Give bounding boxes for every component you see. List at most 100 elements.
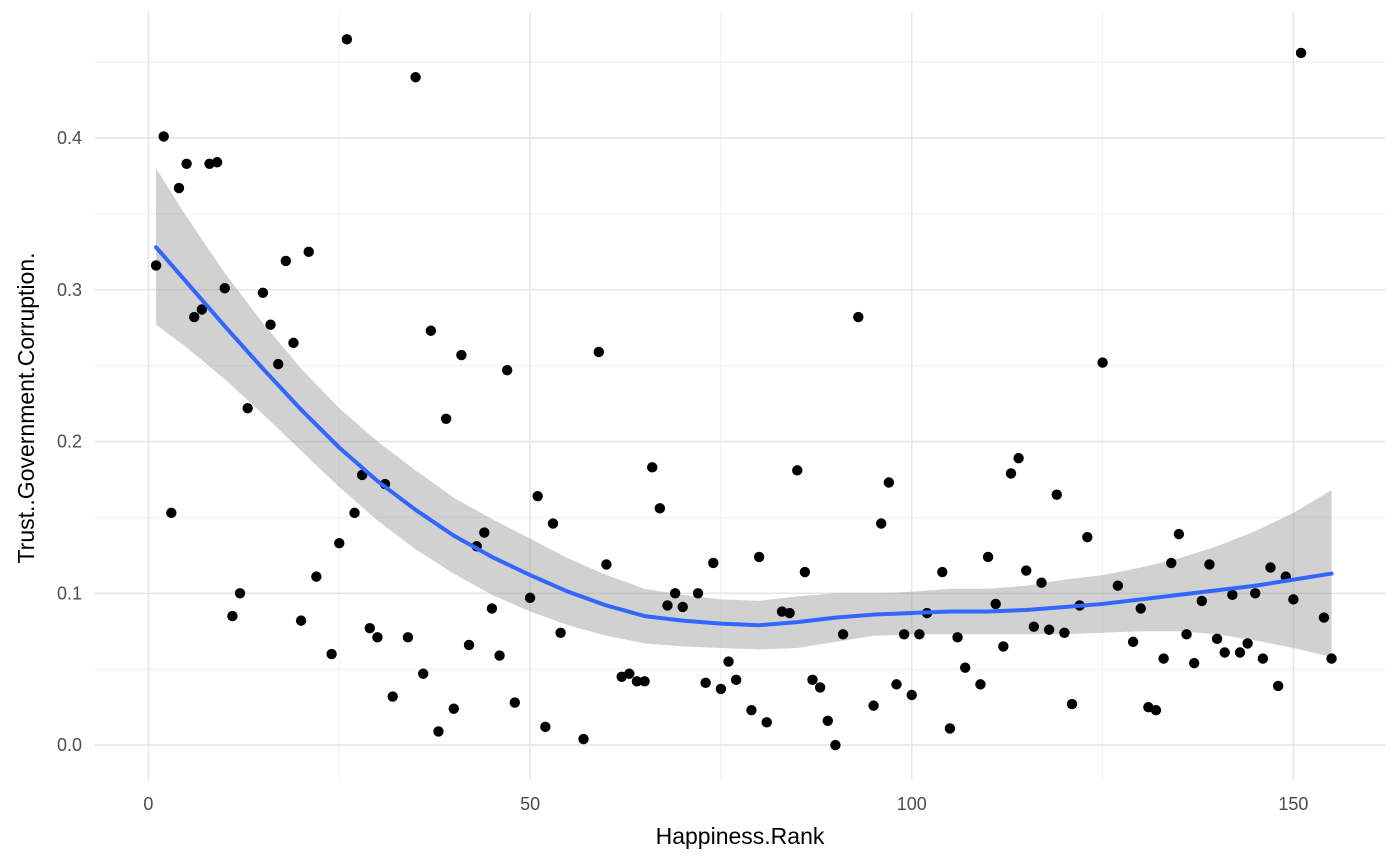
- data-point: [242, 402, 253, 414]
- data-point: [944, 723, 956, 734]
- data-point: [1318, 612, 1330, 623]
- data-point: [540, 721, 551, 733]
- data-point: [1082, 531, 1093, 543]
- data-point: [1112, 580, 1124, 591]
- data-point: [1257, 653, 1269, 664]
- data-point: [234, 588, 246, 599]
- data-point: [1005, 468, 1017, 479]
- y-tick-label: 0.0: [57, 735, 82, 755]
- data-point: [990, 598, 1001, 610]
- data-point: [975, 679, 986, 690]
- data-point: [486, 603, 498, 614]
- data-point: [1188, 657, 1200, 669]
- grid: [95, 12, 1385, 780]
- data-point: [311, 571, 322, 582]
- y-tick-label: 0.3: [57, 280, 82, 300]
- data-point: [196, 304, 208, 315]
- data-point: [883, 477, 895, 488]
- data-point: [463, 639, 475, 651]
- data-point: [532, 490, 543, 502]
- data-point: [1326, 653, 1337, 664]
- data-point: [723, 656, 734, 667]
- data-point: [1028, 621, 1040, 632]
- confidence-band-area: [156, 168, 1332, 658]
- data-point: [456, 349, 467, 361]
- data-point: [647, 462, 658, 473]
- data-point: [1295, 47, 1307, 59]
- data-point: [288, 337, 299, 349]
- data-point: [601, 559, 612, 570]
- data-point: [189, 311, 200, 323]
- data-point: [753, 551, 765, 563]
- x-axis-title: Happiness.Rank: [656, 823, 825, 849]
- data-point: [639, 676, 650, 687]
- data-point: [654, 503, 666, 514]
- data-point: [593, 346, 604, 358]
- data-point: [158, 131, 169, 142]
- x-tick-label: 150: [1278, 794, 1308, 814]
- data-point: [1036, 577, 1047, 588]
- data-point: [448, 703, 459, 714]
- data-point: [1227, 589, 1238, 601]
- data-point: [1265, 562, 1276, 573]
- data-point: [509, 697, 521, 708]
- data-point: [1158, 653, 1169, 664]
- data-point: [524, 592, 536, 604]
- data-point: [914, 629, 925, 640]
- data-point: [1242, 638, 1253, 649]
- data-point: [494, 650, 505, 661]
- data-point: [1173, 528, 1185, 540]
- data-point: [982, 551, 994, 563]
- data-point: [692, 588, 704, 599]
- data-point: [150, 260, 162, 271]
- data-point: [1272, 680, 1284, 692]
- data-point: [349, 507, 360, 519]
- data-point: [662, 600, 673, 611]
- data-point: [1043, 624, 1055, 635]
- data-point: [1234, 647, 1246, 658]
- data-point: [1219, 647, 1230, 658]
- data-point: [166, 507, 177, 519]
- data-point: [814, 682, 826, 693]
- y-axis-tick-labels: 0.0 0.1 0.2 0.3 0.4: [57, 128, 82, 755]
- data-point: [227, 610, 238, 622]
- data-point: [700, 677, 711, 689]
- data-point: [265, 319, 276, 330]
- data-point: [364, 623, 375, 634]
- y-tick-label: 0.1: [57, 583, 82, 603]
- data-point: [631, 676, 643, 687]
- data-point: [807, 674, 818, 686]
- data-point: [578, 733, 589, 745]
- data-point: [372, 632, 383, 643]
- data-point: [440, 413, 452, 424]
- data-point: [341, 34, 353, 45]
- data-point: [1051, 489, 1062, 500]
- data-point: [1166, 557, 1177, 569]
- data-points: [150, 34, 1337, 751]
- data-point: [173, 182, 185, 194]
- data-point: [1066, 698, 1078, 710]
- data-point: [761, 717, 772, 728]
- x-axis-tick-labels: 0 50 100 150: [143, 794, 1308, 814]
- confidence-band: [156, 168, 1332, 658]
- data-point: [1181, 629, 1192, 640]
- data-point: [898, 629, 910, 640]
- data-point: [1196, 595, 1208, 607]
- data-point: [784, 607, 795, 619]
- x-tick-label: 50: [520, 794, 540, 814]
- smooth-line: [154, 245, 1334, 628]
- data-point: [479, 527, 490, 538]
- data-point: [799, 566, 811, 578]
- data-point: [1150, 704, 1162, 716]
- data-point: [326, 648, 337, 660]
- data-point: [219, 283, 230, 294]
- y-tick-label: 0.4: [57, 128, 82, 148]
- data-point: [746, 704, 757, 716]
- data-point: [891, 679, 902, 690]
- data-point: [1204, 559, 1215, 570]
- data-point: [273, 358, 284, 370]
- data-point: [1097, 357, 1108, 368]
- x-tick-label: 100: [897, 794, 927, 814]
- data-point: [715, 683, 727, 695]
